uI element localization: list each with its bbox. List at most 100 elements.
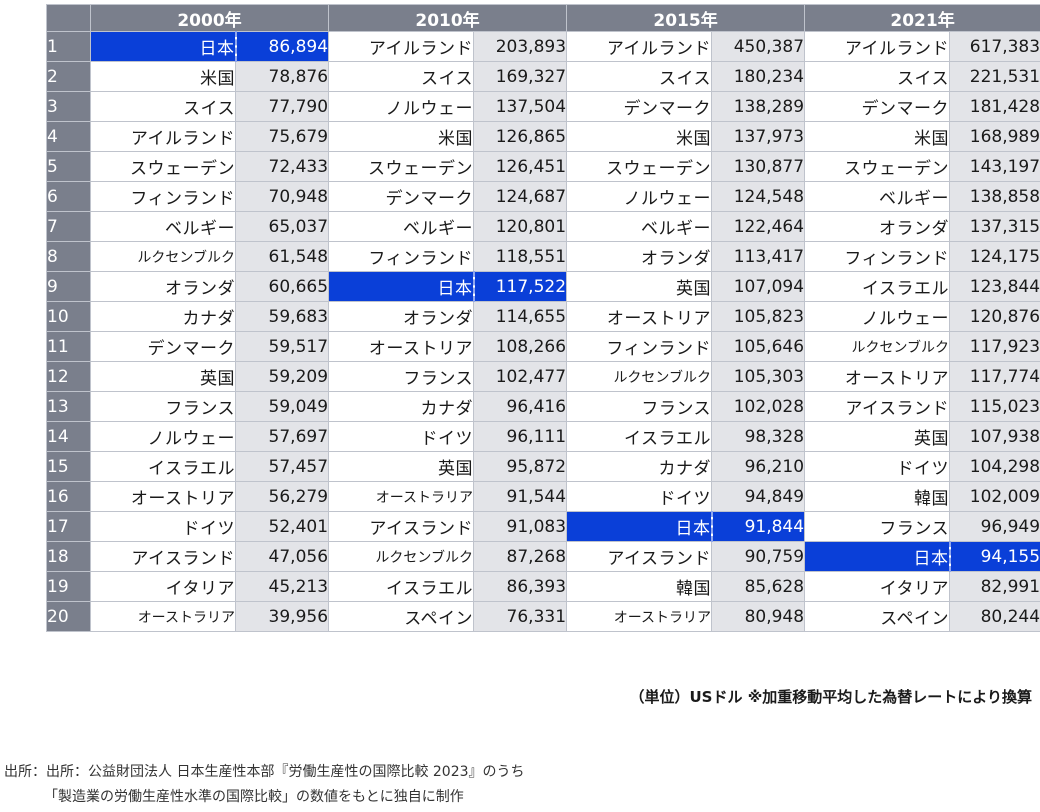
productivity-value: 104,298 [949, 451, 1040, 482]
rank-number: 6 [46, 181, 91, 212]
table-row: 4 アイルランド 75,679 米国 126,865 米国 137,973 米国 168,989 [46, 121, 1040, 152]
productivity-value: 117,923 [949, 331, 1040, 362]
table-row: 15 イスラエル 57,457 英国 95,872 カナダ 96,210 ドイツ 104,298 [46, 451, 1040, 482]
productivity-value: 105,646 [711, 331, 806, 362]
country-name: 英国 [328, 451, 475, 482]
productivity-value: 80,244 [949, 601, 1040, 632]
country-name: アイスランド [566, 541, 713, 572]
productivity-value: 52,401 [234, 511, 330, 542]
country-name: スペイン [804, 601, 951, 632]
table-row: 7 ベルギー 65,037 ベルギー 120,801 ベルギー 122,464 オランダ 137… [46, 211, 1040, 242]
rank-number: 8 [46, 241, 91, 272]
country-name: カナダ [566, 451, 713, 482]
productivity-value: 137,504 [473, 91, 568, 122]
country-name: 韓国 [566, 571, 713, 602]
country-name: 英国 [566, 271, 713, 302]
productivity-value: 221,531 [949, 61, 1040, 92]
rank-number: 10 [46, 301, 91, 332]
productivity-value: 180,234 [711, 61, 806, 92]
productivity-value: 76,331 [473, 601, 568, 632]
country-name: フランス [566, 391, 713, 422]
productivity-value: 118,551 [473, 241, 568, 272]
table-row: 18 アイスランド 47,056 ルクセンブルク 87,268 アイスランド 90,759 日… [46, 541, 1040, 572]
productivity-value: 47,056 [234, 541, 330, 572]
table-row: 1 日本 86,894 アイルランド 203,893 アイルランド 450,387 アイルラン… [46, 31, 1040, 62]
country-name: ノルウェー [566, 181, 713, 212]
country-name: オーストリア [328, 331, 475, 362]
productivity-value: 96,416 [473, 391, 568, 422]
productivity-value: 107,094 [711, 271, 806, 302]
productivity-value: 123,844 [949, 271, 1040, 302]
productivity-value: 78,876 [234, 61, 330, 92]
productivity-value: 85,628 [711, 571, 806, 602]
productivity-value: 124,687 [473, 181, 568, 212]
country-name: オーストラリア [566, 601, 713, 632]
productivity-value: 57,457 [234, 451, 330, 482]
country-name: イスラエル [566, 421, 713, 452]
source-note: 出所：出所：公益財団法人 日本生産性本部『労働生産性の国際比較 2023』のうち… [4, 760, 525, 810]
year-header-2021: 2021年 [804, 4, 1040, 32]
productivity-value: 94,155 [948, 541, 1040, 572]
productivity-value: 86,393 [473, 571, 568, 602]
country-name: イタリア [804, 571, 951, 602]
productivity-value: 102,028 [711, 391, 806, 422]
productivity-value: 77,790 [234, 91, 330, 122]
year-header-2010: 2010年 [328, 4, 568, 32]
productivity-value: 59,209 [234, 361, 330, 392]
rank-number: 12 [46, 361, 91, 392]
productivity-value: 57,697 [234, 421, 330, 452]
productivity-value: 65,037 [234, 211, 330, 242]
table-row: 20 オーストラリア 39,956 スペイン 76,331 オーストラリア 80,948 スペ… [46, 601, 1040, 632]
country-name: ベルギー [328, 211, 475, 242]
rank-number: 20 [46, 601, 91, 632]
country-name: 日本 [328, 271, 475, 302]
country-name: 韓国 [804, 481, 951, 512]
country-name: アイスランド [804, 391, 951, 422]
table-row: 2 米国 78,876 スイス 169,327 スイス 180,234 スイス 221,531 [46, 61, 1040, 92]
rank-number: 2 [46, 61, 91, 92]
country-name: ルクセンブルク [804, 331, 951, 362]
year-header-2000: 2000年 [89, 4, 330, 32]
country-name: 米国 [328, 121, 475, 152]
country-name: 日本 [566, 511, 713, 542]
country-name: スイス [328, 61, 475, 92]
productivity-value: 102,477 [473, 361, 568, 392]
productivity-value: 137,973 [711, 121, 806, 152]
country-name: ドイツ [566, 481, 713, 512]
productivity-value: 96,210 [711, 451, 806, 482]
country-name: イスラエル [90, 451, 236, 482]
productivity-value: 117,522 [472, 271, 568, 302]
country-name: スウェーデン [90, 151, 236, 182]
productivity-value: 105,823 [711, 301, 806, 332]
table-row: 5 スウェーデン 72,433 スウェーデン 126,451 スウェーデン 130,877 ス… [46, 151, 1040, 182]
rank-number: 18 [46, 541, 91, 572]
productivity-value: 115,023 [949, 391, 1040, 422]
table-header-row: 2000年 2010年 2015年 2021年 [46, 4, 1040, 32]
country-name: オーストリア [804, 361, 951, 392]
table-row: 19 イタリア 45,213 イスラエル 86,393 韓国 85,628 イタリア 82,99… [46, 571, 1040, 602]
country-name: イタリア [90, 571, 236, 602]
country-name: アイスランド [90, 541, 236, 572]
country-name: ベルギー [804, 181, 951, 212]
table-row: 14 ノルウェー 57,697 ドイツ 96,111 イスラエル 98,328 英国 107,9… [46, 421, 1040, 452]
productivity-value: 137,315 [949, 211, 1040, 242]
country-name: 英国 [804, 421, 951, 452]
country-name: デンマーク [566, 91, 713, 122]
productivity-value: 75,679 [234, 121, 330, 152]
table-body: 1 日本 86,894 アイルランド 203,893 アイルランド 450,387 アイルラン… [46, 31, 1040, 632]
productivity-value: 80,948 [711, 601, 806, 632]
productivity-value: 126,451 [473, 151, 568, 182]
country-name: オーストラリア [328, 481, 475, 512]
productivity-value: 450,387 [711, 31, 806, 62]
country-name: イスラエル [328, 571, 475, 602]
country-name: アイスランド [328, 511, 475, 542]
rank-number: 19 [46, 571, 91, 602]
rank-number: 9 [46, 271, 91, 302]
productivity-value: 91,544 [473, 481, 568, 512]
country-name: オランダ [804, 211, 951, 242]
productivity-value: 120,801 [473, 211, 568, 242]
country-name: スイス [566, 61, 713, 92]
country-name: オーストラリア [90, 601, 236, 632]
rank-number: 1 [46, 31, 91, 62]
productivity-value: 59,049 [234, 391, 330, 422]
